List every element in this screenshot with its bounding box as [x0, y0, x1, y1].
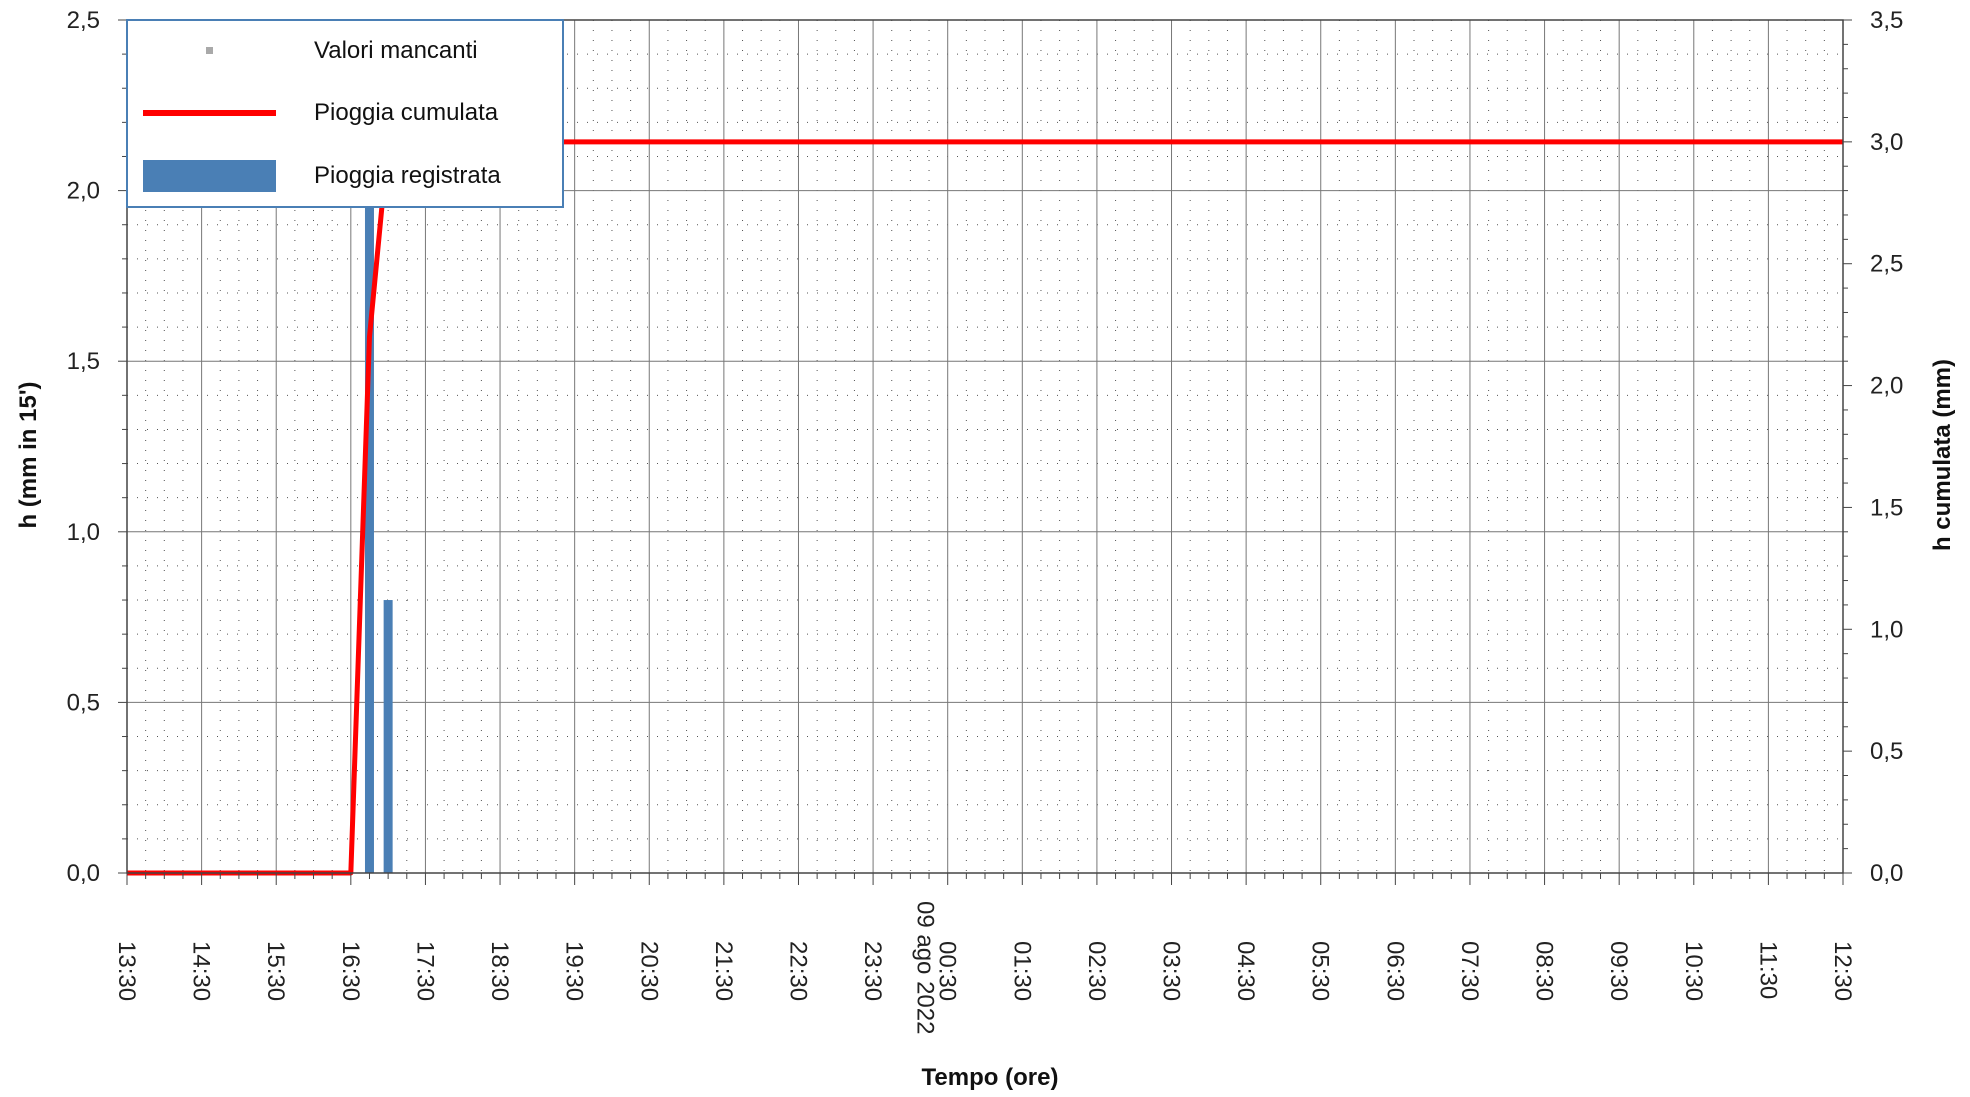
right-tick-label: 2,5: [1870, 251, 1903, 278]
x-tick-label: 09:30: [1605, 941, 1632, 1001]
legend-missing-marker: [206, 47, 213, 54]
x-tick-label: 16:30: [337, 941, 364, 1001]
x-tick-label: 05:30: [1307, 941, 1334, 1001]
x-tick-label: 08:30: [1531, 941, 1558, 1001]
x-tick-label: 06:30: [1381, 941, 1408, 1001]
left-tick-label: 0,5: [67, 689, 100, 716]
legend-cumulative-label: Pioggia cumulata: [314, 99, 499, 126]
x-tick-label: 15:30: [262, 941, 289, 1001]
right-tick-label: 0,0: [1870, 860, 1903, 887]
left-tick-label: 2,5: [67, 7, 100, 34]
x-tick-label: 17:30: [411, 941, 438, 1001]
x-tick-label: 02:30: [1083, 941, 1110, 1001]
x-tick-label: 18:30: [486, 941, 513, 1001]
x-tick-label: 22:30: [784, 941, 811, 1001]
x-tick-label: 21:30: [710, 941, 737, 1001]
x-tick-label: 04:30: [1232, 941, 1259, 1001]
x-tick-label: 20:30: [635, 941, 662, 1001]
legend: Valori mancanti Pioggia cumulata Pioggia…: [126, 19, 564, 208]
series: [127, 139, 1843, 876]
right-tick-label: 1,5: [1870, 494, 1903, 521]
left-tick-label: 2,0: [67, 178, 100, 205]
x-tick-label: 11:30: [1754, 941, 1781, 999]
x-tick-label: 10:30: [1680, 941, 1707, 1001]
left-tick-label: 1,5: [67, 348, 100, 375]
x-tick-label: 19:30: [561, 941, 588, 1001]
left-tick-label: 1,0: [67, 519, 100, 546]
right-tick-label: 2,0: [1870, 373, 1903, 400]
date-label: 09 ago 2022: [912, 901, 939, 1034]
x-tick-label: 01:30: [1008, 941, 1035, 1001]
x-tick-label: 00:30: [934, 941, 961, 1001]
x-tick-label: 23:30: [859, 941, 886, 1001]
rain-bar: [383, 600, 393, 873]
x-tick-label: 03:30: [1158, 941, 1185, 1001]
x-tick-label: 07:30: [1456, 941, 1483, 1001]
legend-missing-label: Valori mancanti: [314, 37, 478, 64]
right-tick-label: 0,5: [1870, 738, 1903, 765]
y-axis-right-title: h cumulata (mm): [1929, 359, 1956, 551]
x-tick-label: 13:30: [113, 941, 140, 1001]
right-tick-label: 1,0: [1870, 616, 1903, 643]
legend-recorded-swatch: [143, 160, 276, 192]
left-tick-label: 0,0: [67, 860, 100, 887]
legend-recorded-label: Pioggia registrata: [314, 162, 501, 189]
right-tick-label: 3,5: [1870, 7, 1903, 34]
x-tick-label: 14:30: [188, 941, 215, 1001]
y-axis-left-title: h (mm in 15'): [15, 381, 42, 528]
grid: [127, 20, 1843, 873]
x-axis-title: Tempo (ore): [922, 1064, 1059, 1091]
axes: [118, 19, 1852, 885]
tick-labels: 0,0 0,5 1,0 1,5 2,0 2,5 0,0 0,5 1,0 1,5 2,0 2,5 3,0 3…: [67, 7, 1904, 1034]
rain-bar: [364, 190, 374, 874]
right-tick-label: 3,0: [1870, 129, 1903, 156]
x-tick-label: 12:30: [1829, 941, 1856, 1001]
